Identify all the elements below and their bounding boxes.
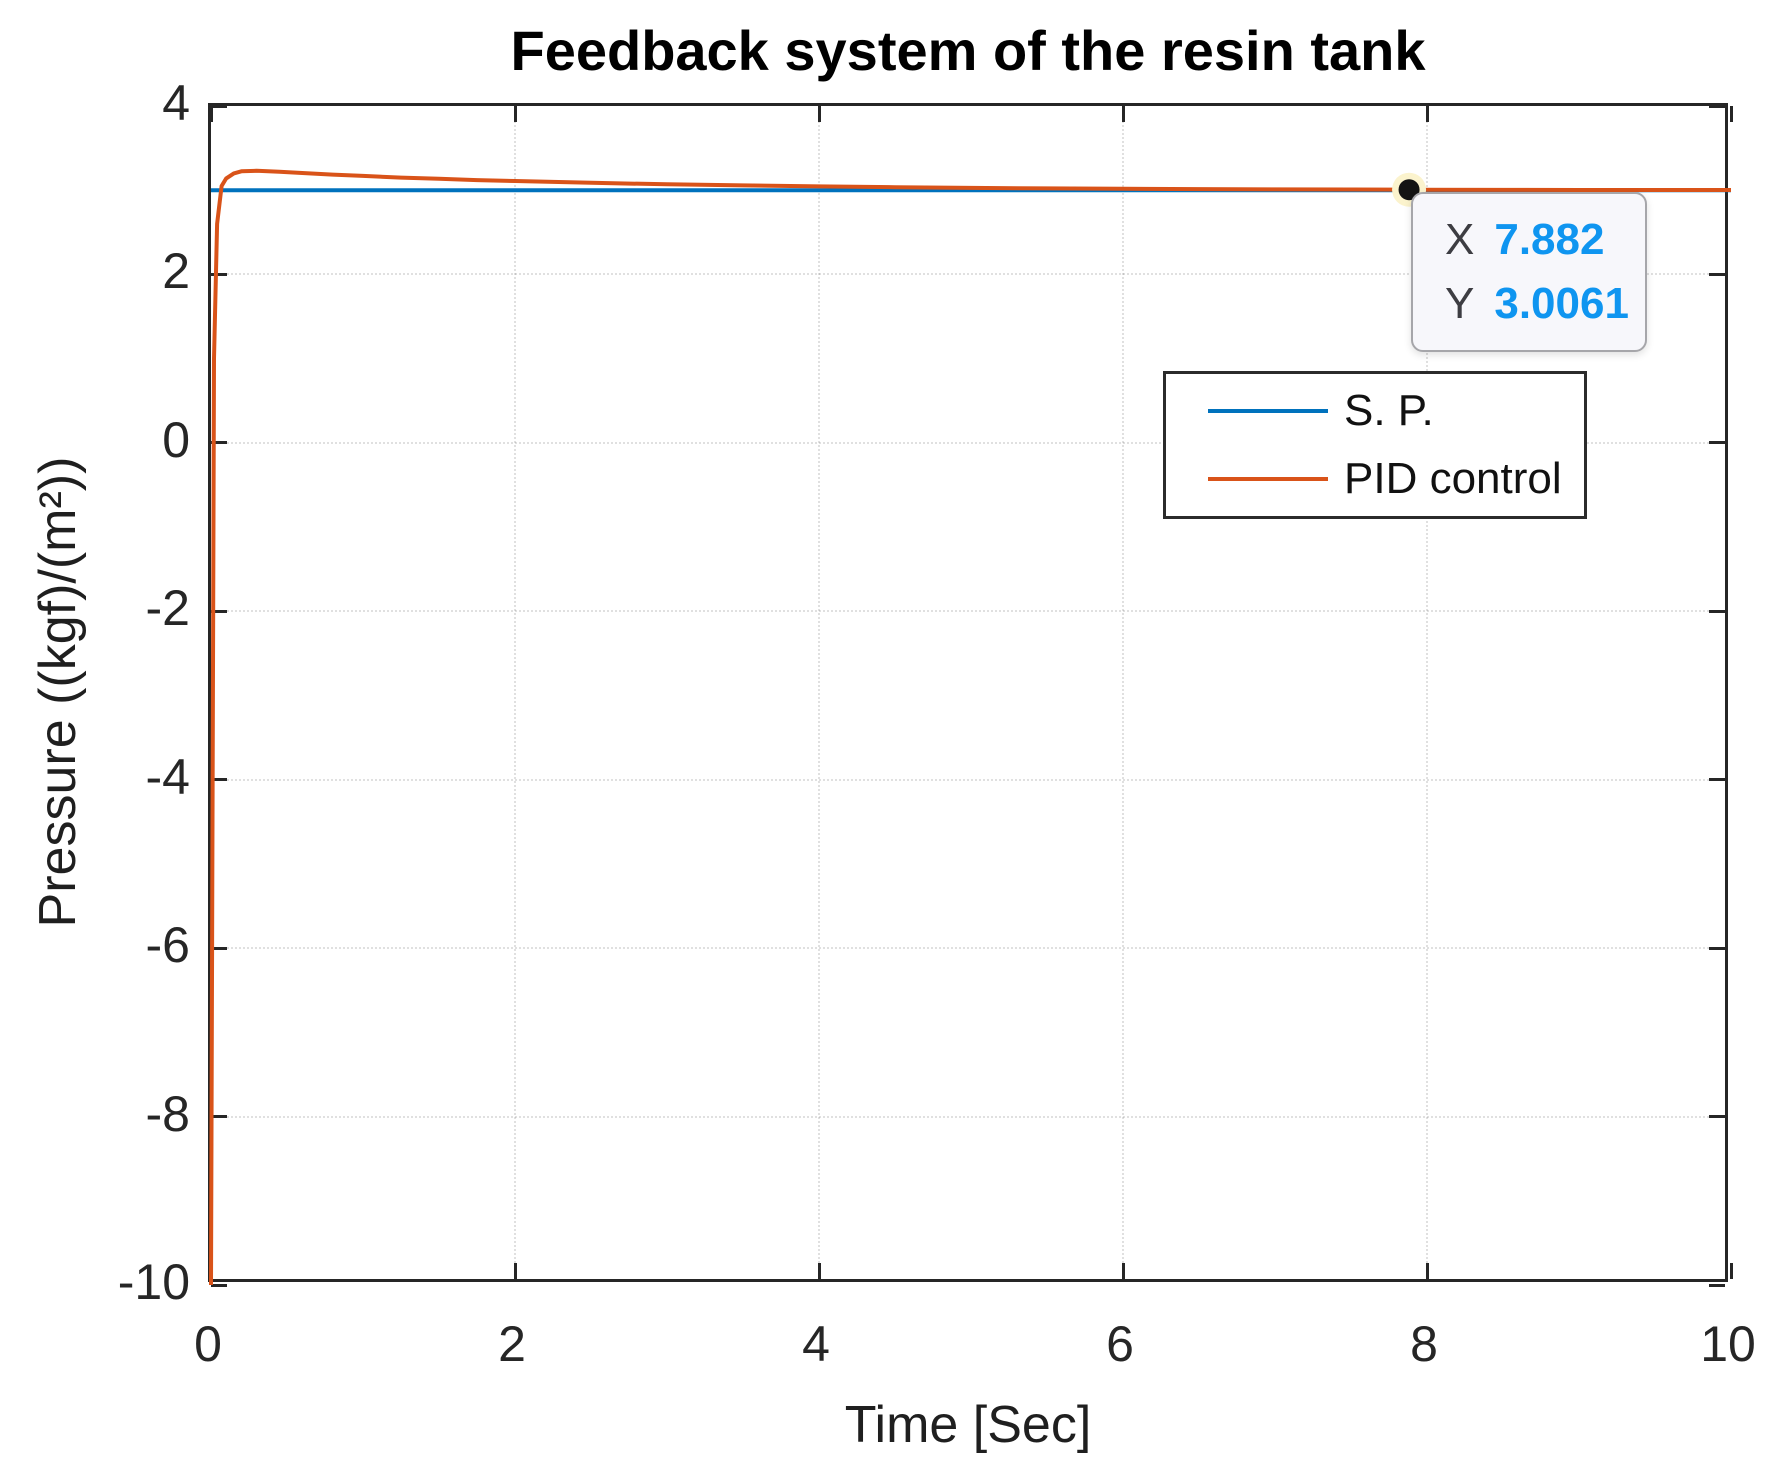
datatip-x-row: X 7.882 [1445, 215, 1645, 265]
y-gridline [211, 947, 1725, 950]
x-tick-label: 10 [1700, 1316, 1756, 1372]
y-tick-mark [211, 946, 227, 950]
x-tick-mark [1425, 106, 1429, 122]
series-line-pid[interactable] [209, 168, 1731, 1286]
x-gridline [1122, 106, 1124, 1279]
y-tick-mark [211, 1283, 227, 1287]
y-tick-mark [1709, 609, 1725, 613]
y-tick-label: 4 [162, 75, 190, 131]
datatip-y-value: 3.0061 [1494, 279, 1629, 328]
x-tick-mark [513, 1263, 517, 1279]
x-tick-mark [209, 106, 213, 122]
x-axis-label: Time [Sec] [844, 1396, 1092, 1454]
y-tick-mark [1709, 1283, 1725, 1287]
x-tick-mark [1425, 1263, 1429, 1279]
x-tick-mark [817, 106, 821, 122]
y-tick-label: 0 [162, 411, 190, 468]
y-tick-mark [211, 778, 227, 782]
legend-line-sample-sp [1208, 408, 1328, 413]
x-gridline [1426, 106, 1428, 1279]
y-tick-label: -6 [145, 917, 190, 974]
y-tick-mark [211, 609, 227, 613]
y-tick-mark [1709, 1115, 1725, 1119]
datatip-y-key: Y [1445, 279, 1475, 328]
y-tick-mark [211, 104, 227, 108]
x-tick-mark [1121, 106, 1125, 122]
x-gridline [514, 106, 516, 1279]
legend-line-sample-pid [1208, 477, 1328, 482]
y-gridline [211, 610, 1725, 613]
y-tick-mark [1709, 272, 1725, 276]
datatip-x-key: X [1445, 215, 1475, 264]
y-tick-label: -10 [117, 1254, 190, 1310]
x-tick-label: 4 [802, 1316, 830, 1372]
y-gridline [211, 273, 1725, 276]
x-tick-label: 2 [498, 1316, 526, 1372]
y-tick-mark [211, 272, 227, 276]
datatip-x-value: 7.882 [1494, 215, 1605, 264]
x-tick-label: 0 [194, 1316, 222, 1372]
y-tick-mark [1709, 778, 1725, 782]
legend[interactable]: S. P. PID control [1163, 371, 1587, 519]
y-tick-label: -4 [145, 748, 190, 805]
legend-entry-sp[interactable]: S. P. [1166, 379, 1584, 443]
datatip-tooltip[interactable]: X 7.882 Y 3.0061 [1411, 192, 1647, 352]
legend-entry-pid[interactable]: PID control [1166, 447, 1584, 511]
y-axis-label: Pressure ((kgf)/(m²)) [29, 456, 87, 928]
x-gridline [818, 106, 820, 1279]
y-tick-label: -2 [145, 580, 190, 637]
x-tick-label: 6 [1106, 1316, 1134, 1372]
y-tick-label: 2 [162, 243, 190, 300]
y-tick-mark [1709, 946, 1725, 950]
y-gridline [211, 778, 1725, 781]
legend-label-sp: S. P. [1344, 385, 1434, 435]
x-tick-label: 8 [1410, 1316, 1438, 1372]
x-tick-mark [817, 1263, 821, 1279]
y-tick-label: -8 [145, 1085, 190, 1142]
y-tick-mark [1709, 441, 1725, 445]
y-tick-mark [211, 1115, 227, 1119]
datatip-y-row: Y 3.0061 [1445, 279, 1645, 329]
x-tick-mark [1729, 1263, 1733, 1279]
y-tick-mark [211, 441, 227, 445]
x-tick-mark [513, 106, 517, 122]
x-tick-mark [1121, 1263, 1125, 1279]
legend-label-pid: PID control [1344, 454, 1562, 504]
y-gridline [211, 441, 1725, 444]
y-tick-mark [1709, 104, 1725, 108]
x-tick-mark [1729, 106, 1733, 122]
chart-title: Feedback system of the resin tank [510, 19, 1426, 82]
y-gridline [211, 1115, 1725, 1118]
